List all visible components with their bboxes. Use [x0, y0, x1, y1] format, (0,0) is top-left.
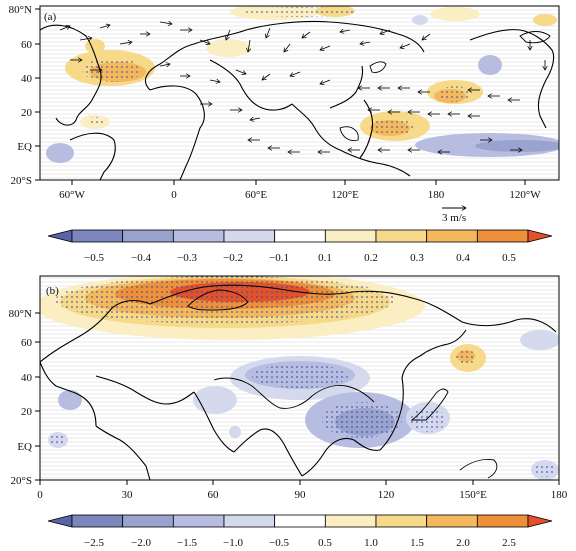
reference-vector: 3 m/s: [442, 208, 466, 224]
colorbar-b-block: [71, 514, 124, 528]
colorbar-a-label-3: −0.2: [223, 252, 243, 264]
colorbar-a-label-0: −0.5: [84, 252, 104, 264]
colorbar-a-extend-high: [527, 229, 553, 243]
panel-b-ytick-20s: 20°S: [10, 475, 32, 487]
panel-b-stippling: [50, 276, 555, 477]
panel-a-ytick-eq: EQ: [17, 141, 32, 153]
panel-a-ytick-20s: 20°S: [10, 175, 32, 187]
colorbar-b-block: [172, 514, 225, 528]
colorbar-b-block: [476, 514, 529, 528]
colorbar-a-block: [375, 229, 428, 243]
panel-a-xtick-120w: 120°W: [509, 189, 541, 201]
colorbar-b-label-7: 1.5: [410, 537, 424, 549]
colorbar-b-blocks: [47, 514, 553, 528]
panel-a-x-axis: 60°W 0 60°E 120°E 180 120°W: [59, 180, 541, 201]
panel-a-wind-vectors: [59, 22, 545, 152]
colorbar-a-label-7: 0.3: [410, 252, 424, 264]
panel-a-xtick-180: 180: [428, 189, 445, 201]
colorbar-a: −0.5 −0.4 −0.3 −0.2 −0.1 0.1 0.2 0.3 0.4…: [47, 229, 553, 264]
panel-a-xtick-60w: 60°W: [59, 189, 85, 201]
panel-a: (a) 80°N 60 40 20 EQ 20°S 60°W 0 60°: [9, 4, 560, 224]
colorbar-b-label-9: 2.5: [502, 537, 516, 549]
panel-b: (b) 80°N 60 40 20 EQ 20°S 0 30 60: [9, 275, 568, 501]
colorbar-a-block: [426, 229, 478, 243]
colorbar-b-block: [274, 514, 326, 528]
panel-b-ytick-60: 60: [21, 337, 33, 349]
panel-b-ytick-20: 20: [21, 406, 33, 418]
colorbar-b-label-3: −1.0: [223, 537, 243, 549]
colorbar-b-label-8: 2.0: [456, 537, 470, 549]
panel-a-frame: [39, 5, 560, 181]
panel-b-xtick-0: 0: [37, 489, 43, 501]
colorbar-a-label-5: 0.1: [318, 252, 332, 264]
colorbar-a-block: [476, 229, 529, 243]
panel-b-xtick-150e: 150°E: [459, 489, 487, 501]
colorbar-a-extend-low: [47, 229, 73, 243]
panel-b-xtick-60: 60: [208, 489, 220, 501]
colorbar-b-label-4: −0.5: [269, 537, 289, 549]
colorbar-b-label-0: −2.5: [84, 537, 104, 549]
colorbar-a-blocks: [47, 229, 553, 243]
panel-a-coastlines: [40, 20, 555, 180]
colorbar-a-label-9: 0.5: [502, 252, 516, 264]
colorbar-a-block: [122, 229, 174, 243]
colorbar-b-label-5: 0.5: [318, 537, 332, 549]
panel-b-ytick-40: 40: [21, 372, 33, 384]
colorbar-a-block: [274, 229, 326, 243]
panel-b-y-axis: 80°N 60 40 20 EQ 20°S: [9, 308, 40, 487]
panel-b-ytick-80n: 80°N: [9, 308, 32, 320]
panel-b-coastlines: [40, 284, 557, 480]
panel-b-xtick-120: 120: [378, 489, 395, 501]
colorbar-b-block: [375, 514, 428, 528]
colorbar-b-extend-high: [527, 514, 553, 528]
colorbar-a-block: [172, 229, 225, 243]
panel-b-xtick-30: 30: [122, 489, 134, 501]
panel-b-ytick-eq: EQ: [17, 441, 32, 453]
colorbar-a-block: [223, 229, 276, 243]
panel-a-ytick-40: 40: [21, 73, 33, 85]
colorbar-a-label-8: 0.4: [456, 252, 470, 264]
panel-a-xtick-60e: 60°E: [245, 189, 267, 201]
colorbar-b-label-6: 1.0: [364, 537, 378, 549]
panel-a-ytick-20: 20: [21, 107, 33, 119]
colorbar-a-label-4: −0.1: [269, 252, 289, 264]
panel-a-label: (a): [44, 11, 57, 23]
panel-a-xtick-0: 0: [171, 189, 177, 201]
panel-b-xtick-180: 180: [551, 489, 568, 501]
panel-a-xtick-120e: 120°E: [331, 189, 359, 201]
panel-a-ytick-60: 60: [21, 39, 33, 51]
colorbar-b-block: [426, 514, 478, 528]
colorbar-b-block: [122, 514, 174, 528]
panel-a-stippling: [82, 7, 471, 136]
colorbar-a-label-1: −0.4: [131, 252, 151, 264]
colorbar-b-extend-low: [47, 514, 73, 528]
colorbar-a-label-6: 0.2: [364, 252, 378, 264]
colorbar-a-label-2: −0.3: [177, 252, 197, 264]
panel-b-xtick-90: 90: [295, 489, 307, 501]
colorbar-b-label-1: −2.0: [131, 537, 151, 549]
colorbar-a-block: [71, 229, 124, 243]
reference-vector-label: 3 m/s: [442, 212, 466, 224]
colorbar-b-block: [223, 514, 276, 528]
panel-a-ytick-80n: 80°N: [9, 4, 32, 16]
colorbar-b-label-2: −1.5: [177, 537, 197, 549]
panel-b-label: (b): [46, 285, 59, 297]
colorbar-b: −2.5 −2.0 −1.5 −1.0 −0.5 0.5 1.0 1.5 2.0…: [47, 514, 553, 549]
colorbar-b-block: [324, 514, 377, 528]
panel-b-x-axis: 0 30 60 90 120 150°E 180: [37, 480, 568, 501]
colorbar-a-block: [324, 229, 377, 243]
panel-a-y-axis: 80°N 60 40 20 EQ 20°S: [9, 4, 40, 187]
